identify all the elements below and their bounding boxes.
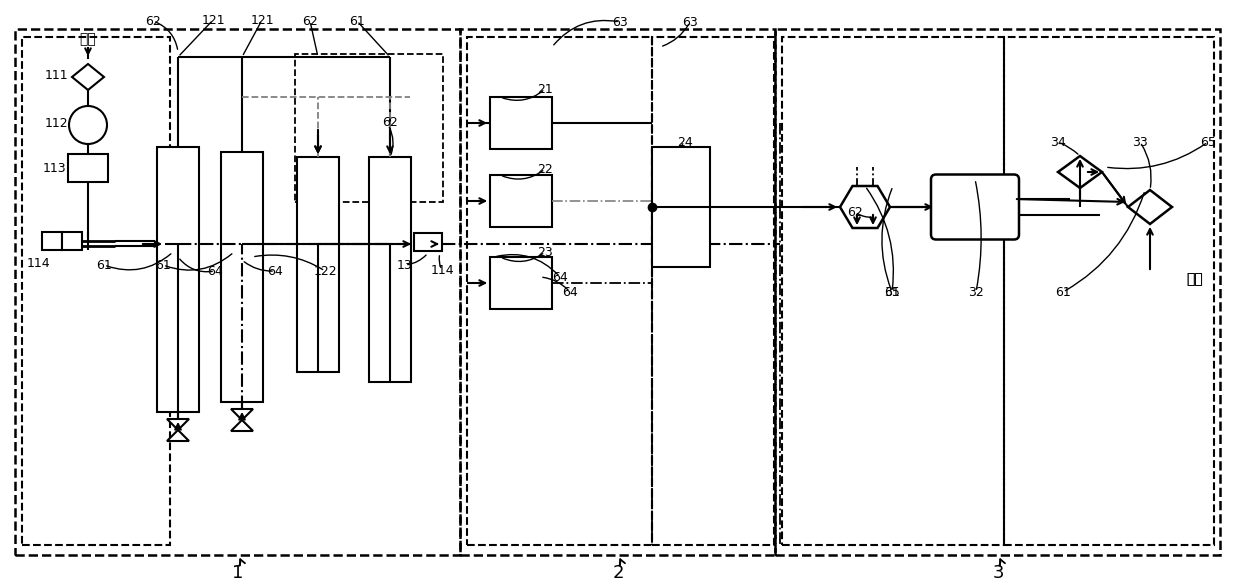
Text: 113: 113 (42, 161, 66, 174)
Text: 63: 63 (613, 15, 627, 29)
Text: 61: 61 (1055, 285, 1071, 299)
Polygon shape (1058, 156, 1102, 188)
Text: 空气: 空气 (79, 32, 97, 46)
Text: 62: 62 (847, 205, 863, 218)
Text: 23: 23 (537, 245, 553, 258)
FancyBboxPatch shape (414, 233, 441, 251)
Text: 121: 121 (250, 14, 274, 26)
Text: 65: 65 (884, 285, 900, 299)
Text: 13: 13 (397, 258, 413, 272)
FancyBboxPatch shape (68, 154, 108, 182)
Text: 62: 62 (382, 116, 398, 129)
Polygon shape (167, 419, 188, 430)
FancyBboxPatch shape (221, 152, 263, 402)
Text: 65: 65 (1200, 136, 1216, 149)
Polygon shape (72, 64, 104, 90)
FancyBboxPatch shape (490, 97, 552, 149)
Text: 1: 1 (232, 564, 244, 582)
Text: 61: 61 (97, 258, 112, 272)
Polygon shape (231, 409, 253, 420)
FancyBboxPatch shape (490, 175, 552, 227)
Text: 22: 22 (537, 163, 553, 176)
Text: 62: 62 (145, 15, 161, 28)
Text: 21: 21 (537, 83, 553, 96)
Text: 111: 111 (45, 69, 68, 82)
Text: 64: 64 (207, 265, 223, 278)
Text: 31: 31 (884, 285, 900, 299)
Text: 3: 3 (992, 564, 1003, 582)
FancyBboxPatch shape (490, 257, 552, 309)
Text: 空气: 空气 (1187, 272, 1203, 286)
Polygon shape (1128, 190, 1172, 224)
Text: 121: 121 (201, 14, 224, 26)
Text: 114: 114 (26, 257, 50, 269)
FancyBboxPatch shape (931, 174, 1019, 239)
Polygon shape (167, 430, 188, 441)
Text: 34: 34 (1050, 136, 1066, 149)
FancyBboxPatch shape (42, 232, 62, 250)
Text: 122: 122 (314, 265, 337, 278)
Ellipse shape (69, 106, 107, 144)
Text: 32: 32 (968, 285, 983, 299)
FancyBboxPatch shape (62, 232, 82, 250)
Text: 112: 112 (45, 116, 68, 130)
Text: 2: 2 (613, 564, 624, 582)
FancyBboxPatch shape (298, 157, 339, 372)
Text: 114: 114 (430, 264, 454, 276)
Text: 64: 64 (267, 265, 283, 278)
FancyBboxPatch shape (157, 147, 198, 412)
Polygon shape (231, 420, 253, 431)
Text: 33: 33 (1132, 136, 1148, 149)
Text: 64: 64 (562, 285, 578, 299)
Text: 61: 61 (350, 15, 365, 28)
Text: 24: 24 (677, 136, 693, 149)
FancyBboxPatch shape (370, 157, 410, 382)
Text: 63: 63 (682, 15, 698, 29)
FancyBboxPatch shape (652, 147, 711, 267)
Text: 空气: 空气 (1187, 272, 1203, 286)
Text: 64: 64 (552, 271, 568, 284)
Text: 61: 61 (155, 258, 171, 272)
Text: 62: 62 (303, 15, 317, 28)
Polygon shape (839, 186, 890, 228)
